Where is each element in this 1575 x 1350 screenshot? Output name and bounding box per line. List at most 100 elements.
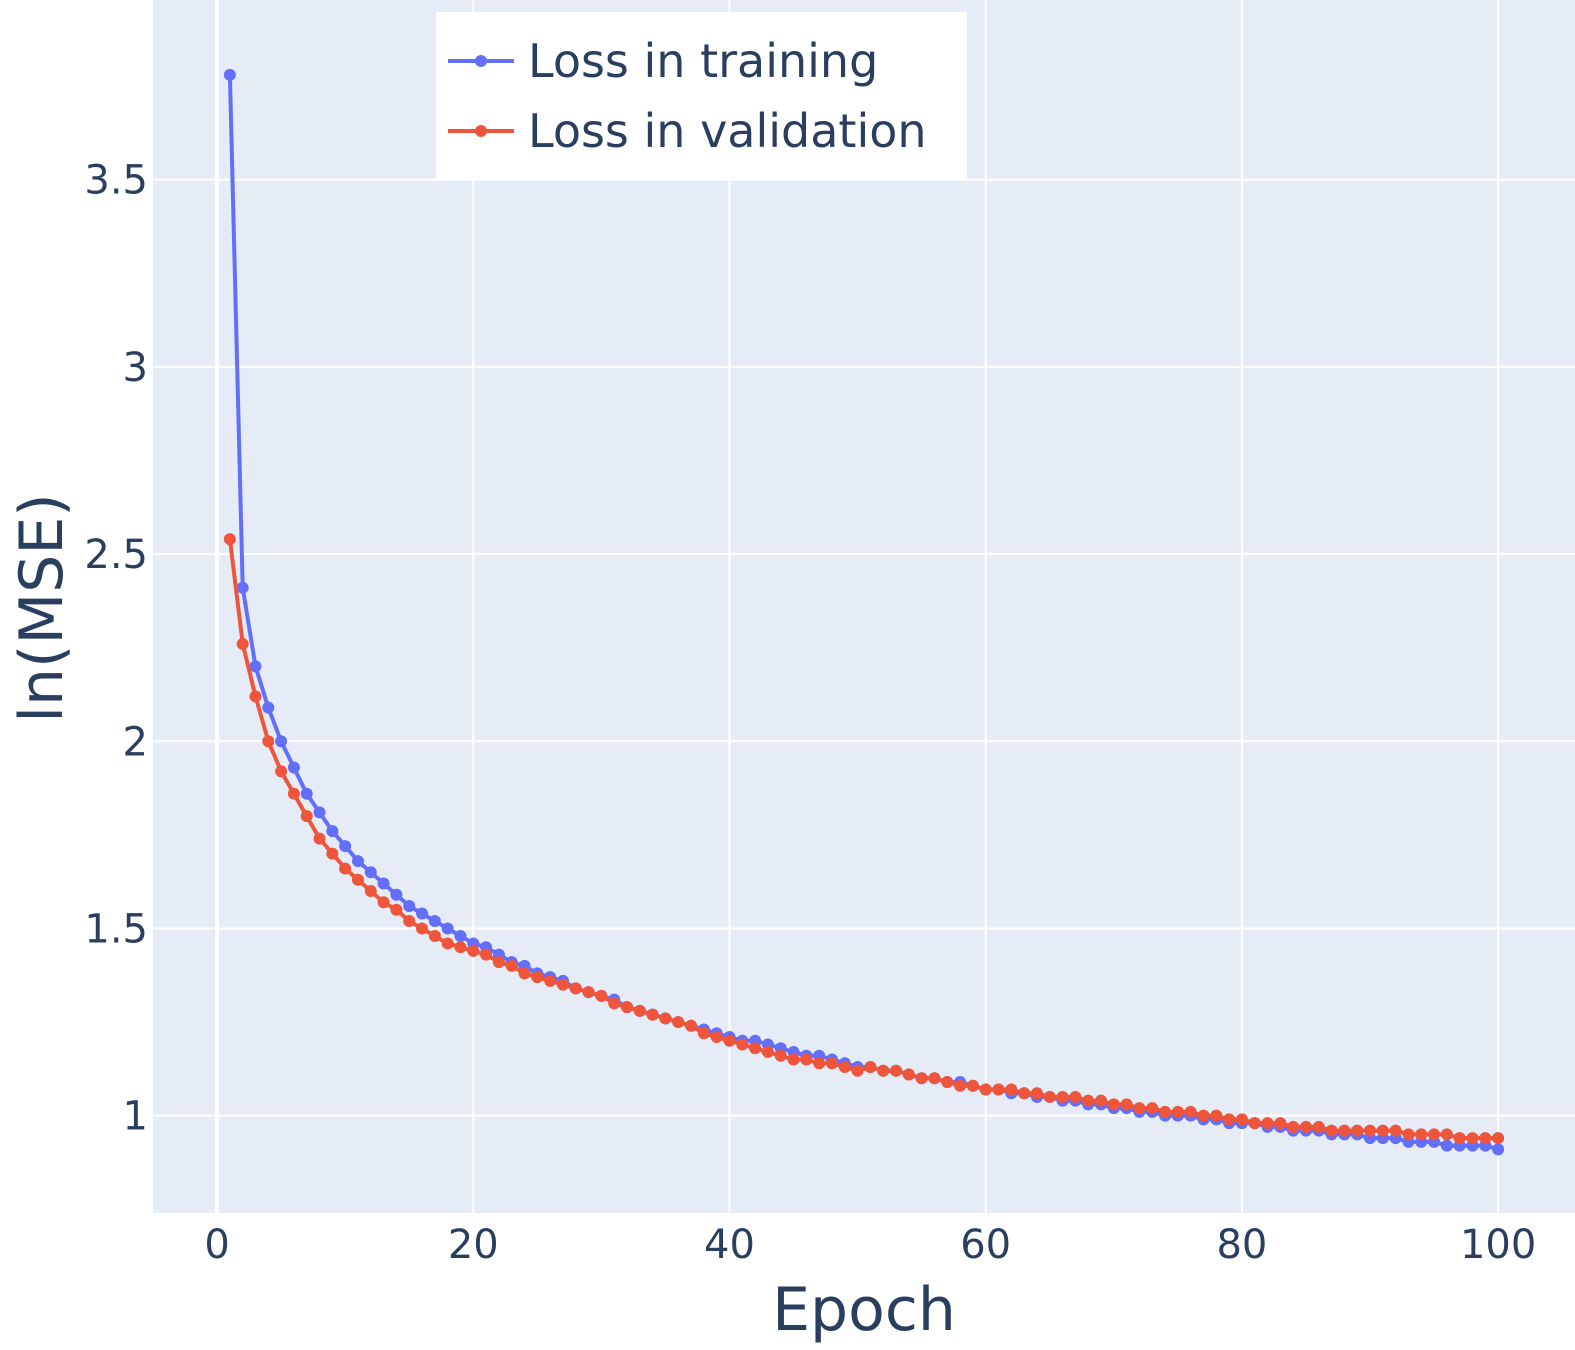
data-point xyxy=(249,660,262,673)
data-point xyxy=(1030,1087,1043,1100)
data-point xyxy=(736,1038,749,1051)
data-point xyxy=(428,929,441,942)
data-point xyxy=(300,787,313,800)
data-point xyxy=(454,941,467,954)
data-point xyxy=(1235,1113,1248,1126)
data-point xyxy=(825,1057,838,1070)
y-tick-label: 3.5 xyxy=(84,158,148,204)
data-point xyxy=(275,735,288,748)
x-axis-title: Epoch xyxy=(772,1275,956,1345)
data-point xyxy=(262,701,275,714)
data-point xyxy=(1440,1128,1453,1141)
data-point xyxy=(672,1016,685,1029)
data-point xyxy=(313,832,326,845)
data-point xyxy=(1299,1120,1312,1133)
y-tick-label: 1.5 xyxy=(84,906,148,952)
data-point xyxy=(761,1046,774,1059)
data-point xyxy=(300,810,313,823)
data-point xyxy=(1492,1143,1505,1156)
data-point xyxy=(364,866,377,879)
data-point xyxy=(1287,1120,1300,1133)
data-point xyxy=(1389,1124,1402,1137)
data-point xyxy=(659,1012,672,1025)
data-point xyxy=(1210,1109,1223,1122)
data-point xyxy=(954,1079,967,1092)
data-point xyxy=(287,761,300,774)
data-point xyxy=(710,1031,723,1044)
data-point xyxy=(915,1072,928,1085)
data-point xyxy=(441,937,454,950)
data-point xyxy=(390,903,403,916)
data-point xyxy=(633,1004,646,1017)
data-point xyxy=(646,1008,659,1021)
data-point xyxy=(608,997,621,1010)
data-point xyxy=(326,825,339,838)
data-point xyxy=(1018,1087,1031,1100)
data-point xyxy=(1171,1105,1184,1118)
data-point xyxy=(544,974,557,987)
y-axis-title: ln(MSE) xyxy=(7,493,77,722)
x-tick-label: 80 xyxy=(1216,1222,1267,1268)
data-point xyxy=(928,1072,941,1085)
data-point xyxy=(223,533,236,546)
data-point xyxy=(339,840,352,853)
data-point xyxy=(1095,1094,1107,1107)
data-point xyxy=(1351,1124,1364,1137)
data-point xyxy=(1312,1120,1325,1133)
y-tick-label: 2 xyxy=(123,719,148,765)
data-point xyxy=(1466,1132,1479,1145)
data-point xyxy=(1492,1132,1505,1145)
data-point xyxy=(1261,1117,1274,1130)
data-point xyxy=(531,971,544,984)
legend-marker-training xyxy=(475,55,487,67)
data-point xyxy=(1056,1090,1069,1103)
data-point xyxy=(275,765,288,778)
legend[interactable]: Loss in training Loss in validation xyxy=(436,12,967,179)
data-point xyxy=(569,982,582,995)
data-point xyxy=(992,1083,1005,1096)
series-layer xyxy=(223,68,1505,1156)
data-point xyxy=(351,873,364,886)
y-tick-label: 1 xyxy=(123,1094,148,1140)
data-point xyxy=(416,907,429,920)
tick-labels: 0 20 40 60 80 100 1 1.5 2 2.5 3 3.5 xyxy=(84,158,1536,1268)
data-point xyxy=(697,1027,710,1040)
data-point xyxy=(1479,1132,1492,1145)
data-point xyxy=(492,956,505,969)
data-point xyxy=(1440,1139,1453,1152)
data-point xyxy=(890,1064,903,1077)
data-point xyxy=(249,690,262,703)
data-point xyxy=(621,1001,633,1014)
x-tick-label: 60 xyxy=(960,1222,1011,1268)
plot-area xyxy=(153,0,1575,1213)
data-point xyxy=(1364,1124,1377,1137)
data-point xyxy=(1184,1105,1197,1118)
data-point xyxy=(1248,1117,1261,1130)
data-point xyxy=(774,1049,787,1062)
data-point xyxy=(428,914,441,927)
legend-label-training: Loss in training xyxy=(528,34,878,88)
data-point xyxy=(813,1057,826,1070)
data-point xyxy=(595,989,608,1002)
data-point xyxy=(518,967,531,980)
legend-box xyxy=(436,12,967,179)
data-point xyxy=(851,1064,864,1077)
data-point xyxy=(403,900,416,913)
data-point xyxy=(403,914,416,927)
data-point xyxy=(236,637,249,650)
data-point xyxy=(326,847,339,860)
data-point xyxy=(416,922,429,935)
data-point xyxy=(441,922,454,935)
data-point xyxy=(1338,1124,1351,1137)
data-point xyxy=(787,1053,800,1066)
y-tick-label: 2.5 xyxy=(84,532,148,578)
data-point xyxy=(902,1068,915,1081)
y-tick-label: 3 xyxy=(123,345,148,391)
x-tick-label: 20 xyxy=(448,1222,499,1268)
data-point xyxy=(339,862,352,875)
data-point xyxy=(313,806,326,819)
data-point xyxy=(1325,1124,1338,1137)
data-point xyxy=(838,1060,851,1073)
data-point xyxy=(236,581,249,594)
data-point xyxy=(685,1019,698,1032)
